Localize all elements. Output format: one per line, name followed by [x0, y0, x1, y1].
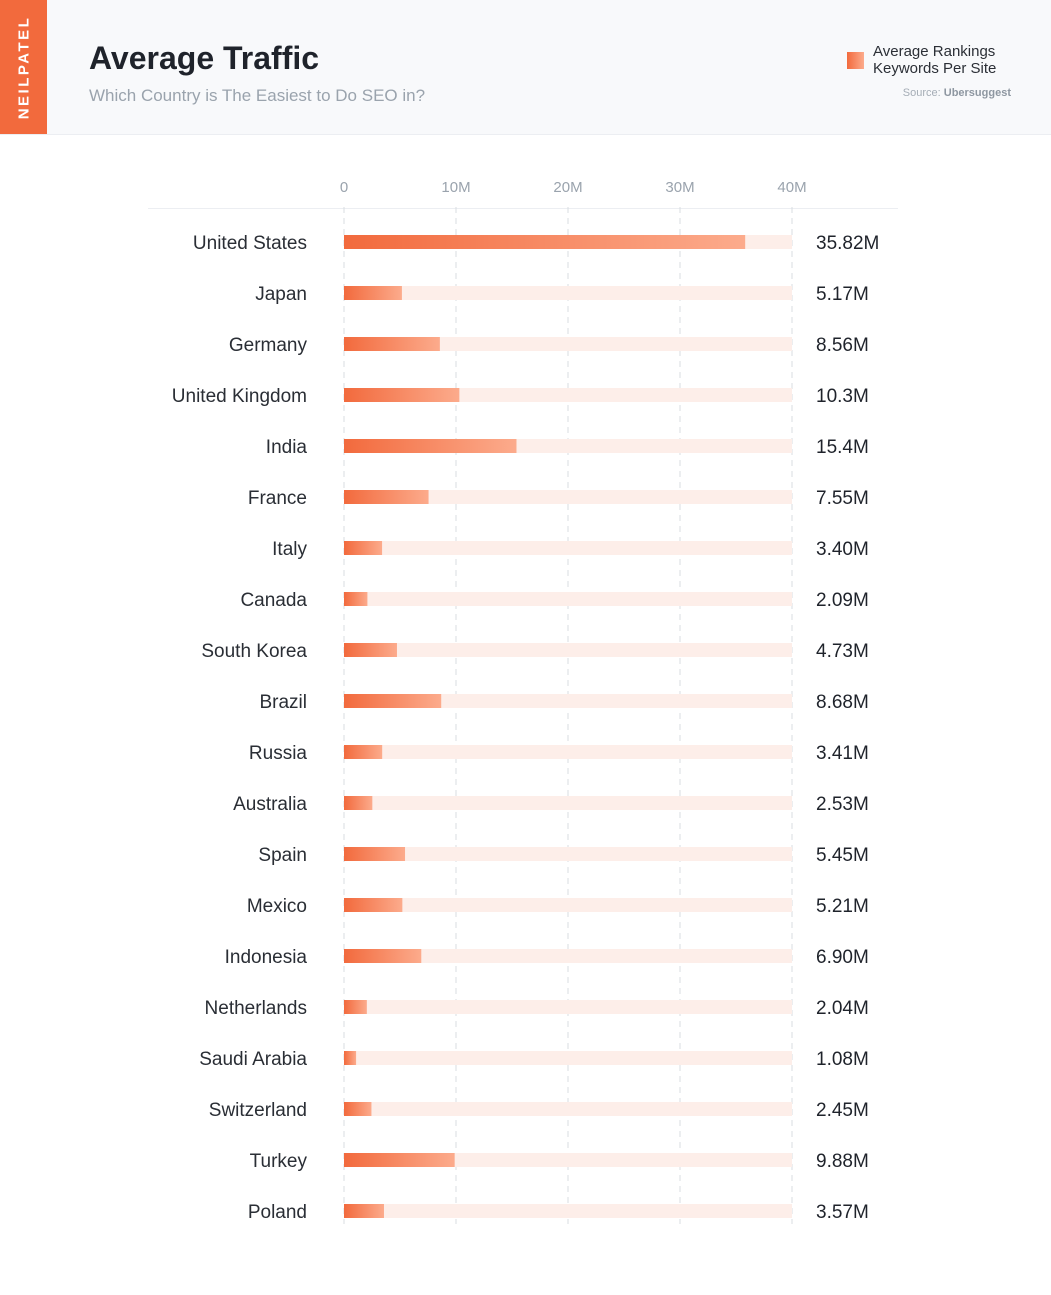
- bar: [344, 235, 746, 249]
- bar: [344, 541, 383, 555]
- brand-strip: NEILPATEL: [0, 0, 47, 134]
- bar-chart: 0 10M 20M 30M 40M United States 35.82M Japan 5.1…: [148, 179, 898, 1224]
- category-label: France: [248, 488, 307, 509]
- value-label: 8.56M: [816, 335, 869, 356]
- bar-track: [344, 1000, 792, 1014]
- category-label: South Korea: [201, 641, 307, 662]
- x-tick-label: 0: [340, 179, 348, 196]
- category-label: Spain: [258, 845, 307, 866]
- bar: [344, 337, 440, 351]
- bar: [344, 949, 422, 963]
- header: NEILPATEL Average Traffic Which Country …: [0, 0, 1051, 135]
- bar-track: [344, 286, 792, 300]
- category-label: Indonesia: [225, 947, 308, 968]
- chart-title: Average Traffic: [89, 40, 320, 76]
- chart-subtitle: Which Country is The Easiest to Do SEO i…: [89, 86, 426, 105]
- category-label: Germany: [229, 335, 308, 356]
- category-label: Saudi Arabia: [199, 1049, 307, 1070]
- bar: [344, 643, 397, 657]
- value-label: 3.41M: [816, 743, 869, 764]
- bar: [344, 796, 373, 810]
- bar: [344, 1204, 384, 1218]
- bar: [344, 1051, 357, 1065]
- value-label: 6.90M: [816, 947, 869, 968]
- value-label: 2.09M: [816, 590, 869, 611]
- bar-track: [344, 847, 792, 861]
- bar-track: [344, 745, 792, 759]
- value-label: 5.17M: [816, 284, 869, 305]
- source-label: Source:: [902, 87, 941, 99]
- x-tick-label: 10M: [441, 179, 470, 196]
- bar-track: [344, 337, 792, 351]
- category-label: Poland: [248, 1202, 307, 1223]
- value-label: 3.57M: [816, 1202, 869, 1223]
- bar-track: [344, 592, 792, 606]
- bar-track: [344, 541, 792, 555]
- bar-track: [344, 643, 792, 657]
- bar: [344, 898, 403, 912]
- bar-track: [344, 1102, 792, 1116]
- value-label: 9.88M: [816, 1151, 869, 1172]
- category-label: India: [266, 437, 308, 458]
- bar-track: [344, 1153, 792, 1167]
- category-label: United States: [193, 233, 307, 254]
- category-label: Japan: [255, 284, 307, 305]
- bar-track: [344, 796, 792, 810]
- legend-swatch-icon: [847, 51, 864, 69]
- x-tick-label: 40M: [777, 179, 806, 196]
- bar-track: [344, 490, 792, 504]
- source-note: Source: Ubersuggest: [903, 87, 1011, 99]
- value-label: 8.68M: [816, 692, 869, 713]
- category-label: Russia: [249, 743, 308, 764]
- bar: [344, 1153, 455, 1167]
- value-label: 15.4M: [816, 437, 869, 458]
- bar: [344, 286, 402, 300]
- category-label: Italy: [272, 539, 307, 560]
- category-label: Switzerland: [209, 1100, 307, 1121]
- bar: [344, 1102, 372, 1116]
- x-tick-label: 30M: [665, 179, 694, 196]
- bar-track: [344, 1051, 792, 1065]
- value-label: 2.45M: [816, 1100, 869, 1121]
- bar: [344, 745, 383, 759]
- category-label: Canada: [240, 590, 307, 611]
- value-label: 1.08M: [816, 1049, 869, 1070]
- source-name: Ubersuggest: [943, 87, 1011, 99]
- category-label: Australia: [233, 794, 307, 815]
- category-label: Turkey: [250, 1151, 308, 1172]
- bar-track: [344, 949, 792, 963]
- value-label: 3.40M: [816, 539, 869, 560]
- bar: [344, 592, 368, 606]
- value-label: 7.55M: [816, 488, 869, 509]
- value-label: 10.3M: [816, 386, 869, 407]
- value-label: 2.53M: [816, 794, 869, 815]
- value-label: 2.04M: [816, 998, 869, 1019]
- value-label: 5.45M: [816, 845, 869, 866]
- category-label: Netherlands: [205, 998, 307, 1019]
- bar: [344, 439, 517, 453]
- bar: [344, 1000, 367, 1014]
- bar-track: [344, 1204, 792, 1218]
- value-label: 4.73M: [816, 641, 869, 662]
- bar: [344, 388, 460, 402]
- value-label: 5.21M: [816, 896, 869, 917]
- brand-logo: NEILPATEL: [15, 15, 33, 119]
- bar-track: [344, 898, 792, 912]
- category-label: United Kingdom: [172, 386, 307, 407]
- category-label: Brazil: [259, 692, 307, 713]
- bar: [344, 694, 442, 708]
- x-tick-label: 20M: [553, 179, 582, 196]
- category-label: Mexico: [247, 896, 307, 917]
- bar: [344, 847, 406, 861]
- bar: [344, 490, 429, 504]
- value-label: 35.82M: [816, 233, 879, 254]
- legend: Average Rankings Keywords Per Site: [847, 43, 1007, 77]
- bar-track: [344, 694, 792, 708]
- legend-label: Average Rankings Keywords Per Site: [873, 43, 997, 77]
